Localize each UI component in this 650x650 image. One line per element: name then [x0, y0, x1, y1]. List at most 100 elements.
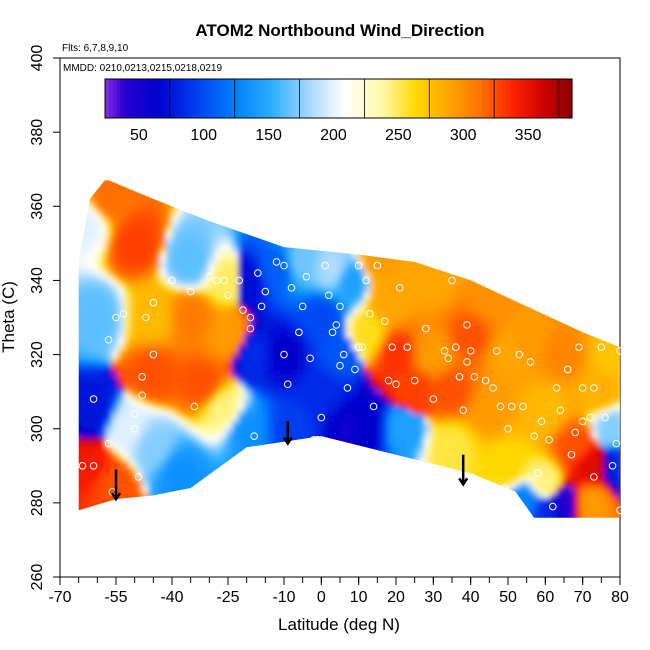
- field-cell: [82, 166, 89, 171]
- field-cell: [166, 314, 173, 319]
- field-cell: [550, 282, 557, 287]
- field-cell: [322, 198, 329, 203]
- field-cell: [598, 318, 605, 323]
- field-cell: [148, 174, 155, 179]
- field-cell: [370, 262, 377, 267]
- field-cell: [142, 350, 149, 355]
- field-cell: [196, 238, 203, 243]
- field-cell: [112, 230, 119, 235]
- field-cell: [592, 322, 599, 327]
- field-cell: [226, 206, 233, 211]
- field-cell: [148, 190, 155, 195]
- field-cell: [160, 350, 167, 355]
- field-cell: [78, 282, 83, 287]
- field-cell: [154, 358, 161, 363]
- field-cell: [244, 290, 251, 295]
- field-cell: [532, 282, 539, 287]
- field-cell: [124, 258, 131, 263]
- field-cell: [526, 366, 533, 371]
- field-cell: [400, 162, 407, 167]
- field-cell: [274, 210, 281, 215]
- field-cell: [166, 226, 173, 231]
- field-cell: [130, 214, 137, 219]
- field-cell: [130, 246, 137, 251]
- field-cell: [556, 350, 563, 355]
- field-cell: [370, 302, 377, 307]
- field-cell: [196, 210, 203, 215]
- field-cell: [196, 180, 203, 183]
- field-cell: [118, 286, 125, 291]
- field-cell: [616, 190, 620, 195]
- field-cell: [304, 322, 311, 327]
- field-cell: [304, 206, 311, 211]
- field-cell: [112, 202, 119, 207]
- field-cell: [508, 222, 515, 227]
- field-cell: [556, 358, 563, 363]
- field-cell: [556, 354, 563, 359]
- field-cell: [142, 262, 149, 267]
- field-cell: [286, 358, 293, 363]
- field-cell: [442, 226, 449, 231]
- field-cell: [220, 258, 227, 263]
- field-cell: [370, 194, 377, 199]
- field-cell: [298, 258, 305, 263]
- field-cell: [322, 282, 329, 287]
- field-cell: [478, 170, 485, 175]
- field-cell: [328, 170, 335, 175]
- field-cell: [226, 238, 233, 243]
- field-cell: [118, 186, 125, 191]
- field-cell: [166, 170, 173, 175]
- field-cell: [232, 258, 239, 263]
- field-cell: [514, 214, 521, 219]
- field-cell: [352, 330, 359, 335]
- field-cell: [256, 262, 263, 267]
- field-cell: [316, 158, 323, 163]
- field-cell: [604, 330, 611, 335]
- field-cell: [316, 226, 323, 231]
- field-cell: [304, 214, 311, 219]
- field-cell: [454, 180, 461, 183]
- field-cell: [604, 230, 611, 235]
- field-cell: [112, 222, 119, 227]
- field-cell: [430, 238, 437, 243]
- field-cell: [78, 366, 83, 371]
- field-cell: [478, 234, 485, 239]
- field-cell: [574, 218, 581, 223]
- field-cell: [526, 174, 533, 179]
- field-cell: [286, 266, 293, 271]
- field-cell: [310, 218, 317, 223]
- field-cell: [106, 350, 113, 355]
- field-cell: [592, 310, 599, 315]
- field-cell: [124, 250, 131, 255]
- field-cell: [160, 262, 167, 267]
- field-cell: [568, 294, 575, 299]
- field-cell: [82, 358, 89, 363]
- field-cell: [280, 290, 287, 295]
- field-cell: [394, 318, 401, 323]
- wind-field: [78, 158, 620, 518]
- field-cell: [208, 230, 215, 235]
- field-cell: [430, 294, 437, 299]
- field-cell: [586, 362, 593, 367]
- field-cell: [184, 266, 191, 271]
- field-cell: [478, 218, 485, 223]
- field-cell: [382, 274, 389, 279]
- field-cell: [262, 282, 269, 287]
- field-cell: [508, 238, 515, 243]
- field-cell: [502, 262, 509, 267]
- field-cell: [130, 234, 137, 239]
- field-cell: [472, 358, 479, 363]
- field-cell: [550, 362, 557, 367]
- field-cell: [340, 298, 347, 303]
- field-cell: [502, 266, 509, 271]
- field-cell: [406, 290, 413, 295]
- field-cell: [442, 278, 449, 283]
- field-cell: [436, 350, 443, 355]
- field-cell: [202, 270, 209, 275]
- field-cell: [250, 294, 257, 299]
- field-cell: [346, 342, 353, 347]
- field-cell: [124, 262, 131, 267]
- field-cell: [112, 270, 119, 275]
- field-cell: [160, 166, 167, 171]
- field-cell: [346, 158, 353, 163]
